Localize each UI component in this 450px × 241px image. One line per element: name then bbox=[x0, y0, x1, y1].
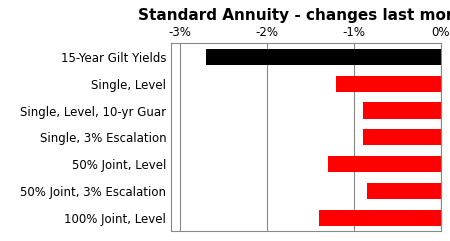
Bar bbox=[328, 156, 441, 172]
Bar bbox=[367, 183, 441, 199]
Bar bbox=[363, 129, 441, 145]
Bar bbox=[337, 76, 441, 92]
Bar bbox=[206, 49, 441, 65]
Bar bbox=[319, 210, 441, 226]
Title: Standard Annuity - changes last month: Standard Annuity - changes last month bbox=[138, 8, 450, 23]
Bar bbox=[363, 102, 441, 119]
